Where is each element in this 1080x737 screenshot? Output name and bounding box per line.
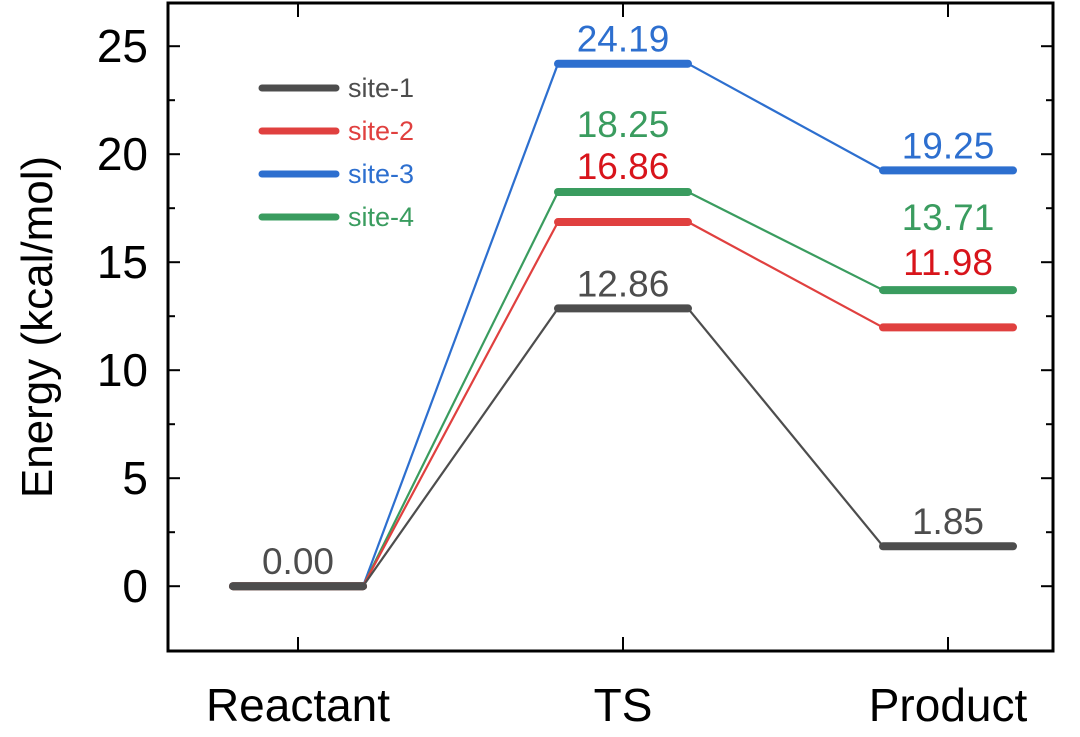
site-4-legend-label: site-4 xyxy=(348,202,414,232)
site-1-legend-label: site-1 xyxy=(348,73,414,103)
site-3-connector xyxy=(361,63,560,587)
site-1-connector xyxy=(362,307,559,587)
y-axis-label: Energy (kcal/mol) xyxy=(13,156,62,498)
site-1-value-label: 12.86 xyxy=(577,263,670,304)
site-1-connector xyxy=(687,307,884,547)
y-tick-label: 15 xyxy=(97,236,148,288)
site-3-value-label: 24.19 xyxy=(577,19,670,60)
site-2-value-label: 11.98 xyxy=(903,242,993,283)
site-4-value-label: 13.71 xyxy=(902,197,995,238)
site-3-connector xyxy=(687,62,884,172)
y-axis-ticks: 0 5 10 15 20 25 xyxy=(97,20,1053,612)
y-tick-label: 5 xyxy=(122,452,148,504)
connector-lines xyxy=(361,62,884,587)
site-4-connector xyxy=(687,191,884,292)
y-tick-label: 20 xyxy=(97,128,148,180)
site-2-connector xyxy=(687,221,884,329)
energy-levels xyxy=(229,59,1017,591)
y-tick-label: 25 xyxy=(97,20,148,72)
site-3-value-label: 19.25 xyxy=(902,125,995,166)
site-4-connector xyxy=(362,191,559,587)
y-tick-label: 0 xyxy=(122,560,148,612)
x-category-label: Reactant xyxy=(206,679,390,731)
x-category-label: Product xyxy=(869,679,1028,731)
x-category-label: TS xyxy=(594,679,653,731)
site-2-connector xyxy=(362,221,559,587)
legend: site-1 site-2 site-3 site-4 xyxy=(258,73,414,232)
site-4-value-label: 18.25 xyxy=(577,104,670,145)
site-2-value-label: 16.86 xyxy=(577,146,670,187)
site-3-legend-label: site-3 xyxy=(348,159,414,189)
site-2-legend-label: site-2 xyxy=(348,116,414,146)
y-tick-label: 10 xyxy=(97,344,148,396)
x-axis-ticks: Reactant TS Product xyxy=(206,3,1028,731)
value-labels: 0.00 12.86 1.85 16.86 11.98 24.19 19.25 18.25 13… xyxy=(262,19,994,583)
plot-frame xyxy=(166,1,1055,653)
site-1-value-label: 0.00 xyxy=(262,541,334,582)
site-1-value-label: 1.85 xyxy=(912,501,984,542)
